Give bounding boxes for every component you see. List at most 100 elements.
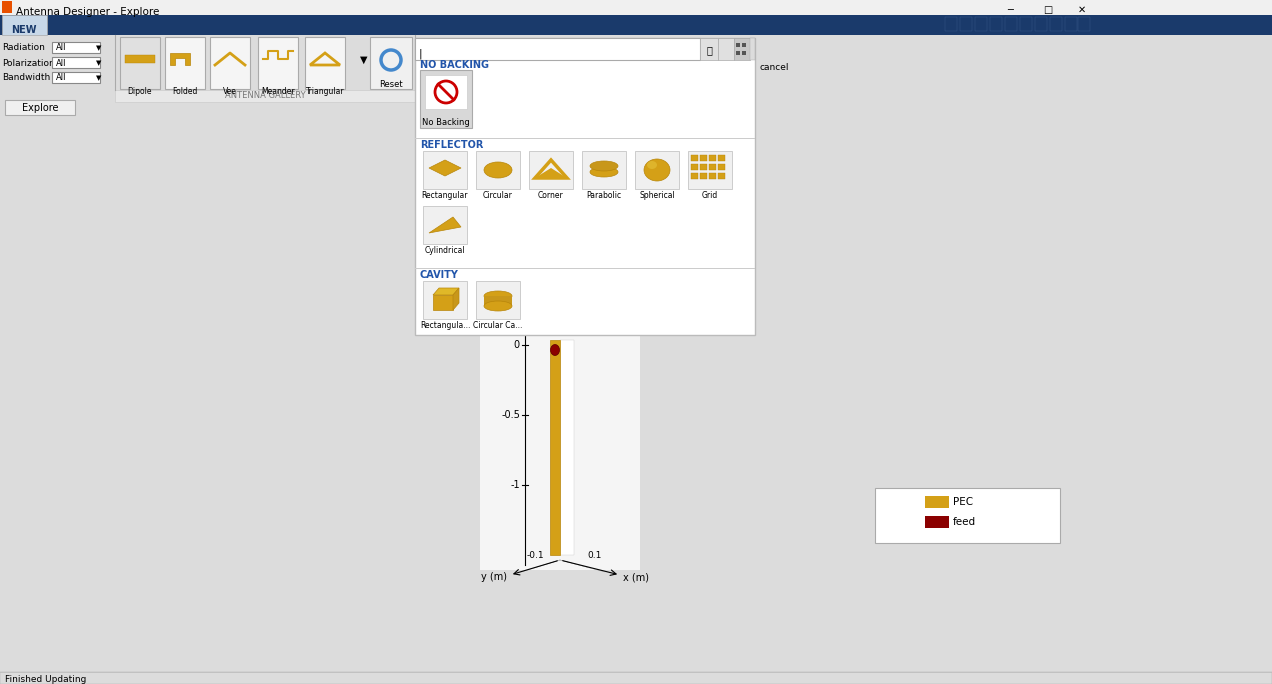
Ellipse shape bbox=[590, 161, 618, 171]
Bar bbox=[0, 15, 1272, 35]
Text: CAVITY: CAVITY bbox=[420, 270, 459, 280]
Bar bbox=[52, 72, 100, 83]
Bar bbox=[1005, 17, 1018, 31]
Bar bbox=[925, 516, 949, 528]
Bar bbox=[415, 38, 700, 60]
Polygon shape bbox=[429, 160, 460, 176]
Bar bbox=[3, 1, 11, 13]
Bar bbox=[415, 38, 756, 335]
Bar bbox=[424, 281, 467, 319]
Bar bbox=[717, 164, 725, 170]
Bar bbox=[691, 173, 698, 179]
Text: Spherical: Spherical bbox=[639, 191, 675, 200]
Text: Explore: Explore bbox=[22, 103, 59, 113]
Bar bbox=[700, 164, 707, 170]
Bar bbox=[688, 151, 731, 189]
Bar bbox=[691, 164, 698, 170]
Polygon shape bbox=[536, 168, 551, 178]
Bar bbox=[0, 0, 1272, 15]
Text: -0.5: -0.5 bbox=[501, 410, 520, 420]
Text: Reset: Reset bbox=[379, 80, 403, 89]
Bar bbox=[0, 672, 1272, 684]
Bar bbox=[717, 155, 725, 161]
Bar bbox=[709, 164, 716, 170]
Bar bbox=[717, 173, 725, 179]
Text: Grid: Grid bbox=[702, 191, 719, 200]
Bar bbox=[945, 17, 957, 31]
Polygon shape bbox=[432, 288, 459, 295]
Bar bbox=[925, 496, 949, 508]
Text: Polarization: Polarization bbox=[3, 59, 55, 68]
Text: Folded: Folded bbox=[172, 87, 197, 96]
Bar bbox=[52, 42, 100, 53]
Text: PEC: PEC bbox=[953, 497, 973, 507]
Bar bbox=[120, 37, 160, 89]
Bar bbox=[165, 37, 205, 89]
Bar bbox=[709, 173, 716, 179]
Bar bbox=[750, 38, 756, 60]
Bar bbox=[700, 155, 707, 161]
Bar bbox=[709, 155, 716, 161]
Ellipse shape bbox=[644, 159, 670, 181]
Text: Dipole: Dipole bbox=[127, 87, 153, 96]
Polygon shape bbox=[551, 168, 567, 178]
Polygon shape bbox=[429, 217, 460, 233]
Bar bbox=[425, 75, 467, 109]
Bar bbox=[476, 151, 520, 189]
Text: NO BACKING: NO BACKING bbox=[420, 60, 488, 70]
Text: -1: -1 bbox=[510, 480, 520, 490]
Text: ANTENNA GALLERY: ANTENNA GALLERY bbox=[225, 91, 305, 100]
Bar bbox=[875, 488, 1060, 543]
Bar bbox=[529, 151, 572, 189]
Text: y (m): y (m) bbox=[481, 572, 508, 582]
Text: |: | bbox=[418, 49, 422, 60]
Bar bbox=[742, 43, 745, 47]
Bar bbox=[415, 268, 756, 269]
Text: All: All bbox=[56, 44, 66, 53]
Text: Cylindrical: Cylindrical bbox=[425, 246, 466, 255]
Bar bbox=[691, 155, 698, 161]
Polygon shape bbox=[432, 295, 453, 310]
Bar bbox=[583, 151, 626, 189]
Text: All: All bbox=[56, 73, 66, 83]
Polygon shape bbox=[170, 53, 190, 65]
Bar bbox=[976, 17, 987, 31]
Text: ▼: ▼ bbox=[360, 55, 368, 65]
Text: 🔍: 🔍 bbox=[706, 45, 712, 55]
Text: cancel: cancel bbox=[759, 64, 790, 73]
Bar bbox=[125, 55, 155, 63]
Text: ▼: ▼ bbox=[95, 45, 102, 51]
Bar bbox=[560, 340, 574, 555]
Bar bbox=[210, 37, 251, 89]
Ellipse shape bbox=[647, 161, 658, 169]
Bar bbox=[700, 38, 717, 60]
Text: z (m): z (m) bbox=[527, 322, 552, 332]
Bar bbox=[734, 38, 750, 60]
Text: Triangular: Triangular bbox=[305, 87, 345, 96]
Bar bbox=[3, 15, 47, 35]
Text: Antenna Designer - Explore: Antenna Designer - Explore bbox=[17, 7, 159, 17]
Text: feed: feed bbox=[953, 517, 976, 527]
Bar bbox=[0, 100, 120, 115]
Text: Corner: Corner bbox=[538, 191, 563, 200]
Bar bbox=[635, 151, 679, 189]
Text: Rectangula...: Rectangula... bbox=[420, 321, 471, 330]
Text: All: All bbox=[56, 59, 66, 68]
Text: 0.1: 0.1 bbox=[588, 551, 602, 560]
Bar bbox=[717, 38, 734, 60]
Bar bbox=[415, 138, 756, 139]
Bar bbox=[424, 151, 467, 189]
Ellipse shape bbox=[551, 345, 560, 356]
Text: x (m): x (m) bbox=[623, 572, 649, 582]
Ellipse shape bbox=[485, 162, 513, 178]
Text: 0: 0 bbox=[514, 340, 520, 350]
Text: ▼: ▼ bbox=[95, 60, 102, 66]
Text: □: □ bbox=[1043, 5, 1053, 15]
Text: Circular Ca...: Circular Ca... bbox=[473, 321, 523, 330]
Ellipse shape bbox=[485, 301, 513, 311]
Bar bbox=[52, 57, 100, 68]
Text: No Backing: No Backing bbox=[422, 118, 469, 127]
Text: Rectangular: Rectangular bbox=[422, 191, 468, 200]
Text: REFLECTOR: REFLECTOR bbox=[420, 140, 483, 150]
Bar bbox=[476, 281, 520, 319]
